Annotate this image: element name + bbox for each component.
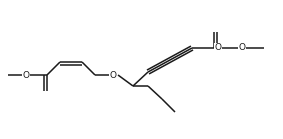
Text: O: O	[23, 70, 29, 80]
Text: O: O	[239, 44, 245, 53]
Text: O: O	[110, 70, 117, 80]
Text: O: O	[215, 44, 222, 53]
